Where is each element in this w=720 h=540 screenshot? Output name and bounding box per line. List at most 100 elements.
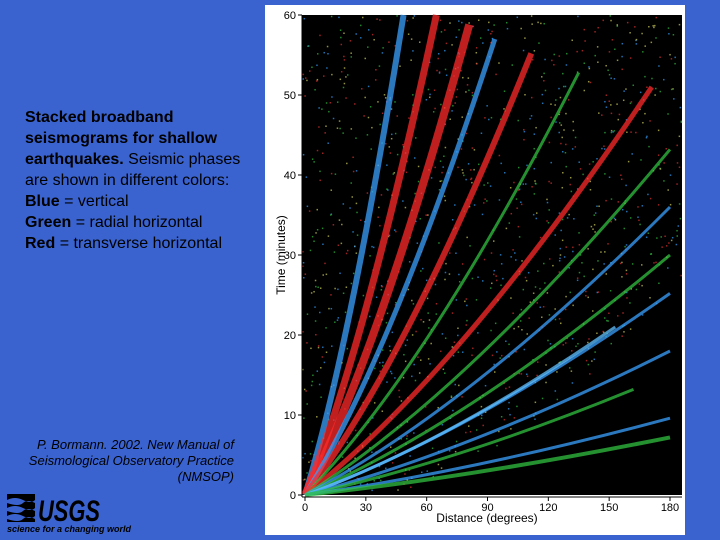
- noise-dot: [324, 132, 326, 134]
- noise-dot: [441, 423, 444, 426]
- noise-dot: [302, 456, 304, 459]
- noise-dot: [434, 166, 436, 169]
- noise-dot: [345, 97, 347, 99]
- noise-dot: [323, 51, 325, 54]
- noise-dot: [314, 306, 316, 308]
- noise-dot: [471, 147, 474, 149]
- noise-dot: [441, 333, 444, 335]
- noise-dot: [316, 416, 318, 418]
- noise-dot: [439, 160, 442, 162]
- noise-dot: [563, 256, 566, 258]
- noise-dot: [375, 69, 377, 71]
- noise-dot: [336, 319, 339, 321]
- noise-dot: [316, 64, 318, 67]
- noise-dot: [303, 276, 305, 279]
- noise-dot: [340, 36, 342, 39]
- noise-dot: [617, 315, 619, 317]
- noise-dot: [470, 169, 472, 171]
- noise-dot: [440, 467, 443, 469]
- noise-dot: [629, 102, 632, 105]
- noise-dot: [380, 289, 383, 291]
- noise-dot: [535, 126, 537, 129]
- noise-dot: [477, 19, 480, 21]
- noise-dot: [621, 68, 623, 71]
- noise-dot: [646, 135, 648, 138]
- noise-dot: [496, 351, 498, 353]
- noise-dot: [578, 271, 581, 274]
- caption-text: Seismic phases are shown in different co…: [25, 151, 241, 189]
- noise-dot: [609, 15, 612, 17]
- noise-dot: [442, 368, 445, 371]
- noise-dot: [522, 288, 525, 291]
- noise-dot: [369, 106, 372, 108]
- noise-dot: [306, 472, 308, 474]
- noise-dot: [548, 180, 550, 183]
- noise-dot: [550, 116, 552, 119]
- noise-dot: [558, 318, 561, 320]
- noise-dot: [539, 287, 541, 290]
- noise-dot: [676, 144, 678, 147]
- noise-dot: [386, 188, 388, 190]
- noise-dot: [680, 274, 682, 277]
- noise-dot: [332, 117, 335, 120]
- noise-dot: [610, 77, 612, 80]
- noise-dot: [352, 272, 355, 275]
- noise-dot: [330, 294, 332, 296]
- noise-dot: [483, 258, 486, 261]
- noise-dot: [608, 100, 611, 102]
- noise-dot: [441, 171, 443, 174]
- noise-dot: [466, 304, 468, 307]
- noise-dot: [541, 93, 544, 96]
- noise-dot: [339, 29, 342, 31]
- noise-dot: [626, 131, 628, 133]
- noise-dot: [505, 21, 508, 24]
- noise-dot: [507, 408, 510, 410]
- noise-dot: [539, 306, 541, 309]
- noise-dot: [467, 77, 470, 79]
- noise-dot: [508, 222, 511, 224]
- noise-dot: [614, 218, 617, 221]
- noise-dot: [336, 127, 339, 129]
- noise-dot: [656, 237, 658, 239]
- noise-dot: [629, 302, 631, 304]
- noise-dot: [484, 411, 487, 413]
- noise-dot: [387, 189, 389, 191]
- noise-dot: [490, 252, 493, 254]
- noise-dot: [523, 128, 525, 131]
- noise-dot: [417, 165, 420, 168]
- noise-dot: [466, 236, 468, 239]
- noise-dot: [481, 414, 483, 417]
- noise-dot: [640, 159, 642, 161]
- noise-dot: [517, 119, 519, 122]
- noise-dot: [510, 212, 513, 215]
- noise-dot: [425, 279, 428, 282]
- noise-dot: [311, 235, 314, 238]
- noise-dot: [350, 282, 353, 285]
- noise-dot: [503, 90, 506, 92]
- noise-dot: [381, 52, 384, 54]
- noise-dot: [514, 252, 516, 254]
- noise-dot: [360, 24, 362, 27]
- noise-dot: [558, 87, 560, 90]
- noise-dot: [657, 129, 660, 132]
- noise-dot: [461, 351, 464, 353]
- noise-dot: [493, 371, 496, 373]
- noise-dot: [530, 96, 533, 99]
- noise-dot: [665, 245, 668, 247]
- noise-dot: [594, 54, 596, 57]
- noise-dot: [410, 38, 413, 40]
- phase-streak: [304, 325, 617, 497]
- noise-dot: [639, 108, 641, 111]
- noise-dot: [531, 59, 534, 61]
- noise-dot: [631, 153, 633, 155]
- noise-dot: [574, 136, 577, 139]
- noise-dot: [608, 73, 611, 76]
- phase-streak: [302, 14, 407, 496]
- noise-dot: [427, 88, 430, 91]
- noise-dot: [569, 176, 572, 179]
- noise-dot: [624, 245, 626, 248]
- noise-dot: [349, 40, 352, 42]
- noise-dot: [559, 254, 562, 256]
- noise-dot: [309, 453, 312, 455]
- noise-dot: [388, 146, 391, 148]
